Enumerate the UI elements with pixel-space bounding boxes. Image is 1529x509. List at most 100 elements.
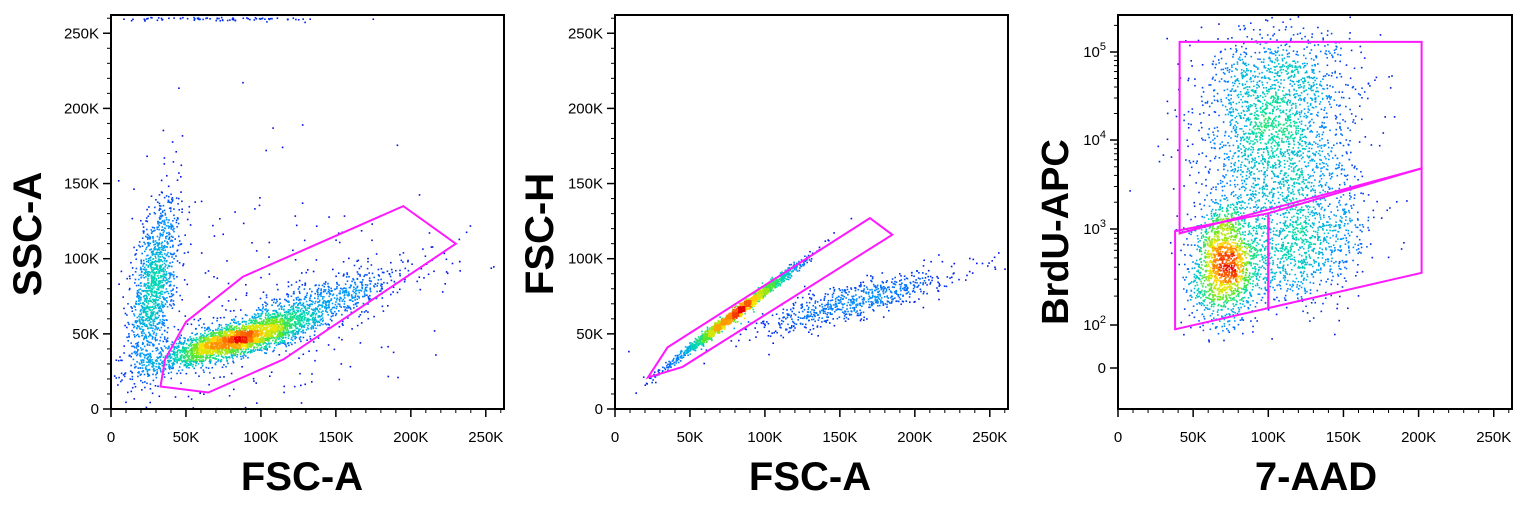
- event-dot: [162, 220, 164, 222]
- event-dot: [386, 282, 389, 284]
- event-dot: [145, 246, 148, 249]
- event-dot: [237, 347, 239, 349]
- event-dot: [361, 311, 363, 313]
- event-dot: [248, 324, 251, 327]
- event-dot: [296, 317, 298, 319]
- event-dot: [245, 348, 247, 351]
- event-dot: [272, 326, 275, 329]
- event-dot: [233, 309, 235, 312]
- event-dot: [175, 291, 178, 293]
- event-dot: [251, 340, 254, 343]
- event-dot: [203, 335, 205, 337]
- event-dot: [153, 227, 156, 229]
- event-dot: [284, 314, 287, 316]
- event-dot: [260, 331, 263, 333]
- event-dot: [153, 282, 156, 284]
- event-dot: [229, 350, 232, 353]
- event-dot: [147, 266, 149, 268]
- event-dot: [283, 311, 286, 314]
- event-dot: [268, 273, 271, 275]
- event-dot: [231, 344, 233, 347]
- event-dot: [144, 266, 146, 269]
- event-dot: [292, 304, 295, 307]
- event-dot: [287, 295, 289, 298]
- event-dot: [283, 385, 285, 388]
- event-dot: [222, 348, 225, 351]
- event-dot: [225, 335, 227, 338]
- event-dot: [364, 286, 367, 289]
- event-dot: [192, 337, 195, 340]
- event-dot: [198, 342, 201, 344]
- event-dot: [217, 358, 220, 361]
- event-dot: [168, 231, 170, 234]
- event-dot: [144, 311, 146, 313]
- event-dot: [143, 298, 146, 300]
- event-dot: [161, 214, 163, 217]
- event-dot: [160, 233, 163, 236]
- event-dot: [147, 260, 150, 262]
- event-dot: [154, 338, 156, 340]
- event-dot: [451, 262, 454, 265]
- event-dot: [169, 354, 171, 357]
- event-dot: [180, 164, 183, 167]
- event-dot: [302, 332, 304, 334]
- event-dot: [302, 302, 305, 304]
- event-dot: [265, 352, 267, 355]
- event-dot: [205, 334, 208, 336]
- event-dot: [150, 362, 152, 365]
- event-dot: [366, 294, 368, 296]
- event-dot: [199, 346, 201, 349]
- event-dot: [155, 373, 157, 376]
- event-dot: [204, 339, 207, 342]
- event-dot: [292, 17, 295, 19]
- event-dot: [183, 279, 186, 281]
- event-dot: [210, 352, 212, 354]
- event-dot: [381, 297, 384, 299]
- event-dot: [293, 302, 295, 305]
- event-dot: [166, 290, 169, 293]
- event-dot: [146, 310, 149, 313]
- event-dot: [203, 323, 205, 325]
- event-dot: [137, 343, 139, 346]
- event-dot: [257, 338, 260, 340]
- event-dot: [283, 319, 285, 321]
- event-dot: [320, 311, 323, 313]
- event-dot: [343, 290, 346, 293]
- event-dot: [219, 317, 222, 319]
- event-dot: [381, 286, 383, 288]
- event-dot: [361, 287, 364, 290]
- event-dot: [230, 354, 233, 357]
- event-dot: [173, 274, 175, 276]
- event-dot: [334, 288, 337, 291]
- event-dot: [250, 340, 252, 342]
- event-dot: [285, 350, 287, 352]
- event-dot: [314, 310, 316, 312]
- event-dot: [145, 258, 147, 260]
- event-dot: [250, 342, 252, 345]
- event-dot: [300, 319, 303, 321]
- event-dot: [151, 279, 154, 282]
- event-dot: [259, 330, 262, 333]
- event-dot: [145, 324, 148, 326]
- event-dot: [322, 298, 324, 300]
- event-dot: [161, 360, 164, 363]
- event-dot: [320, 293, 322, 296]
- event-dot: [186, 350, 188, 352]
- event-dot: [317, 310, 320, 312]
- event-dot: [251, 336, 254, 338]
- event-dot: [365, 286, 368, 289]
- event-dot: [328, 292, 331, 294]
- event-dot: [271, 319, 273, 321]
- event-dot: [250, 338, 253, 340]
- event-dot: [224, 353, 226, 356]
- event-dot: [190, 362, 193, 365]
- event-dot: [206, 344, 208, 347]
- event-dot: [131, 345, 133, 348]
- event-dot: [183, 350, 185, 352]
- event-dot: [158, 242, 161, 244]
- event-dot: [177, 218, 179, 220]
- event-dot: [381, 288, 384, 290]
- event-dot: [120, 359, 122, 362]
- event-dot: [300, 326, 303, 329]
- event-dot: [256, 402, 258, 404]
